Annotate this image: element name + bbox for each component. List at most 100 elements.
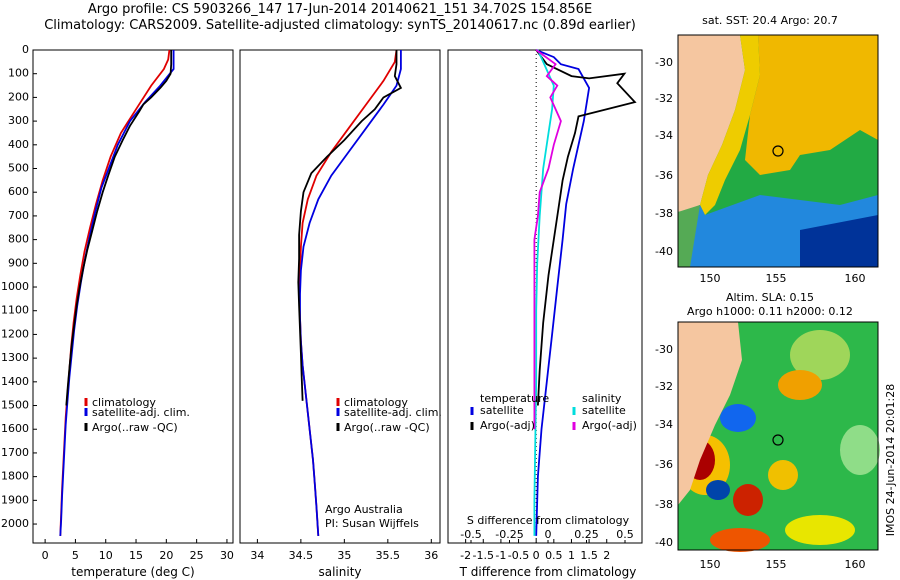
svg-text:160: 160 [845,558,866,571]
difference-x-axis: -2 -1.5 -1 -0.5 0 0.5 1 1.5 2 [460,539,610,562]
sst-profile-location [772,145,784,157]
s-tick-label: 0 [545,528,552,541]
depth-tick-label: 400 [8,138,29,151]
svg-text:150: 150 [700,272,721,285]
depth-tick-label: 1800 [1,470,29,483]
series-line-2 [297,50,403,401]
x-tick-label: 36 [424,549,438,562]
x-tick-label: 2 [603,549,610,562]
imos-timestamp-label: IMOS 24-Jun-2014 20:01:28 [884,384,897,537]
sla-profile-location [772,434,784,446]
x-tick-label: 10 [99,549,113,562]
legend-temperature-heading: temperature [480,392,549,405]
legend-sal-argo: Argo(-adj) [582,419,637,432]
depth-tick-label: 100 [8,67,29,80]
depth-tick-label: 700 [8,209,29,222]
x-tick-label: 0 [42,549,49,562]
climatology-title: Climatology: CARS2009. Satellite-adjuste… [44,18,636,33]
depth-tick-label: 1900 [1,493,29,506]
sst-cold-south [800,215,878,267]
x-tick-label: 0 [533,549,540,562]
svg-text:-38: -38 [655,498,673,511]
svg-text:160: 160 [845,272,866,285]
t-difference-xlabel: T difference from climatology [459,565,637,579]
depth-tick-label: 800 [8,233,29,246]
depth-tick-label: 500 [8,162,29,175]
svg-text:-34: -34 [655,418,673,431]
depth-tick-label: 600 [8,185,29,198]
sla-map-frame [677,321,879,551]
depth-tick-label: 1500 [1,399,29,412]
sst-midwater [678,205,700,267]
svg-text:-40: -40 [655,245,673,258]
sla-x-ticks: 150 155 160 [700,558,866,571]
argo-australia-text: Argo Australia [325,503,403,516]
temperature-legend: climatology satellite-adj. clim. Argo(..… [84,396,190,434]
series-line-0 [535,49,591,536]
depth-tick-label: 1400 [1,375,29,388]
temperature-lines [59,49,175,536]
svg-text:-36: -36 [655,458,673,471]
salinity-difference-axis: -0.5 -0.25 0 0.25 0.5 [460,528,634,543]
series-line-1 [299,50,402,536]
difference-legend: temperature satellite Argo(-adj) salinit… [470,392,637,432]
temperature-axes-frame [32,49,234,544]
x-tick-label: 34 [250,549,264,562]
sst-map-title: sat. SST: 20.4 Argo: 20.7 [702,14,838,27]
sla-map-title: Altim. SLA: 0.15 [726,291,814,304]
x-tick-label: 34.5 [289,549,314,562]
temperature-panel: 0100200300400500600700800900100011001200… [1,43,452,579]
x-tick-label: 35 [337,549,351,562]
temperature-x-axis: 0 5 10 15 20 25 30 [42,539,234,562]
s-difference-label: S difference from climatology [467,514,630,527]
svg-text:-38: -38 [655,207,673,220]
salinity-axes-frame [239,49,441,544]
svg-text:150: 150 [700,558,721,571]
depth-tick-label: 1100 [1,304,29,317]
depth-tick-label: 1700 [1,446,29,459]
x-tick-label: 5 [72,549,79,562]
depth-tick-label: 0 [22,43,29,56]
x-tick-label: 15 [129,549,143,562]
s-tick-label: 0.5 [616,528,634,541]
svg-text:155: 155 [766,272,787,285]
sla-land [678,322,742,505]
sla-map: Altim. SLA: 0.15 Argo h1000: 0.11 h2000:… [655,291,880,571]
salinity-x-axis: 34 34.5 35 35.5 36 [250,539,438,562]
salinity-lines [297,49,403,536]
sst-map-frame [677,34,879,268]
svg-text:-32: -32 [655,380,673,393]
series-line-2 [533,49,555,536]
s-tick-label: -0.25 [495,528,523,541]
sst-x-ticks: 150 155 160 [700,272,866,285]
temperature-xlabel: temperature (deg C) [71,565,194,579]
legend-sal-satellite: satellite [582,404,626,417]
svg-text:-32: -32 [655,92,673,105]
x-tick-label: 20 [159,549,173,562]
svg-text:-34: -34 [655,129,673,142]
depth-tick-label: 300 [8,114,29,127]
salinity-panel: 34 34.5 35 35.5 36 salinity climatology sate… [239,49,442,579]
salinity-xlabel: salinity [318,565,361,579]
depth-axis: 0 100 200 300 400 500 600 700 800 900 1000 1100 1200… [1,43,452,530]
x-tick-label: -1.5 [473,549,494,562]
argo-height-title: Argo h1000: 0.11 h2000: 0.12 [687,305,853,318]
legend-climatology-2: climatology [344,396,408,409]
legend-satellite-adj-2: satellite-adj. clim. [344,406,442,419]
legend-temp-satellite: satellite [480,404,524,417]
svg-text:-36: -36 [655,169,673,182]
legend-salinity-heading: salinity [582,392,622,405]
sst-y-ticks: -30 -32 -34 -36 -38 -40 [655,56,673,258]
sst-warm-eac [745,35,878,175]
profile-title: Argo profile: CS 5903266_147 17-Jun-2014… [87,2,593,17]
legend-climatology: climatology [92,396,156,409]
svg-text:-30: -30 [655,343,673,356]
svg-text:155: 155 [766,558,787,571]
x-tick-label: -1 [495,549,506,562]
x-tick-label: 25 [190,549,204,562]
series-line-1 [535,49,637,406]
sst-land [678,35,745,212]
svg-text:-40: -40 [655,536,673,549]
x-tick-label: 35.5 [376,549,401,562]
x-tick-label: 30 [220,549,234,562]
